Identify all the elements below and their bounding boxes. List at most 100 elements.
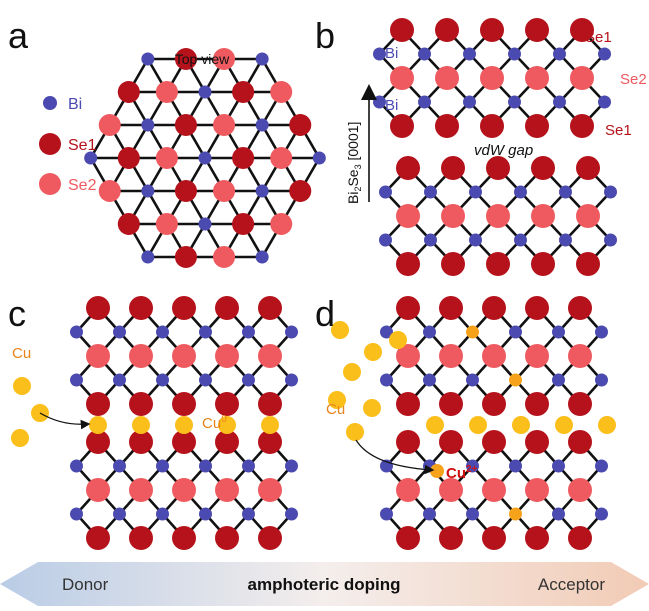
se1-atom [576,156,600,180]
se1-atom [390,114,414,138]
crystal-structures [11,18,617,550]
cu2-substitution-atom [430,464,444,478]
bi-atom [380,373,393,387]
se2-atom [576,204,600,228]
bi-atom [604,185,617,199]
cu-intercalated-atom [598,416,616,434]
bi-atom [242,325,255,339]
bi-atom [418,95,431,109]
bi-atom [70,507,83,521]
bi-atom [113,459,126,473]
se2-atom [525,344,549,368]
panel-letter-d: d [315,293,335,334]
bi-atom [373,47,386,61]
se1-atom [86,430,110,454]
se1-atom [439,430,463,454]
se1-atom [117,213,140,235]
bi-atom [553,95,566,109]
bi-atom [559,233,572,247]
se1-atom [215,430,239,454]
bi-atom [466,459,479,473]
se1-atom [129,430,153,454]
bi-atom [423,325,436,339]
se2-atom [86,478,110,502]
se1-atom [568,526,592,550]
se1-atom [439,392,463,416]
legend-bi-label: Bi [68,96,82,113]
se2-atom [270,81,293,103]
bi-atom [418,47,431,61]
se1-atom [232,81,255,103]
bi-atom [508,47,521,61]
bi-atom [199,507,212,521]
bi-atom [595,325,608,339]
bi-atom [312,151,326,165]
bi-atom [380,507,393,521]
se1-atom [435,18,459,42]
bi-atom [113,507,126,521]
top-view-title: Top view [175,51,230,67]
bi-label-lower: Bi [385,97,398,114]
se1-atom [531,156,555,180]
bi-atom [424,233,437,247]
diffusion-arrow-c [39,412,91,430]
se2-atom [390,66,414,90]
se1-atom [289,114,312,136]
bi-atom [70,459,83,473]
bi-atom [285,507,298,521]
se1-atom [396,296,420,320]
se1-atom [174,246,197,268]
bi-atom [70,373,83,387]
bi-atom [552,507,565,521]
se1-atom [258,526,282,550]
bi-atom [509,325,522,339]
amphoteric-doping-label: amphoteric doping [248,575,401,594]
se2-atom [486,204,510,228]
bi-atom [156,507,169,521]
cu-atom [328,391,346,409]
se1-atom [172,392,196,416]
se1-atom [486,252,510,276]
cu-atom [363,399,381,417]
se1-atom [117,147,140,169]
se1-atom [441,252,465,276]
bi-label-upper: Bi [385,45,398,62]
se2-atom [129,478,153,502]
bi-atom [552,325,565,339]
cu-intercalated-atom [132,416,150,434]
bi-atom [198,151,212,165]
se2-atom [441,204,465,228]
cu-atom [389,331,407,349]
bi-atom [553,47,566,61]
cu-substitution-atom [466,325,479,339]
se1-atom [172,296,196,320]
bi-atom [255,250,269,264]
bi-atom [552,373,565,387]
legend-se2-swatch [39,173,61,195]
se1-atom [172,526,196,550]
se1-atom [525,296,549,320]
bi-atom [469,185,482,199]
bi-atom [595,459,608,473]
bi-atom [285,373,298,387]
bi-atom [514,185,527,199]
se1-atom [289,180,312,202]
se2-atom [525,478,549,502]
bi-atom [255,184,269,198]
se1-atom [117,81,140,103]
se2-atom [129,344,153,368]
se1-atom [482,392,506,416]
se1-atom [525,526,549,550]
se2-label: Se2 [620,71,647,88]
se2-atom [213,180,236,202]
bi-atom [595,507,608,521]
bi-atom [469,233,482,247]
se2-atom [258,344,282,368]
bi-atom [242,459,255,473]
se2-atom [482,478,506,502]
se1-atom [86,392,110,416]
bi-atom [198,217,212,231]
se2-atom [86,344,110,368]
se1-atom [570,114,594,138]
cu-atom [346,423,364,441]
